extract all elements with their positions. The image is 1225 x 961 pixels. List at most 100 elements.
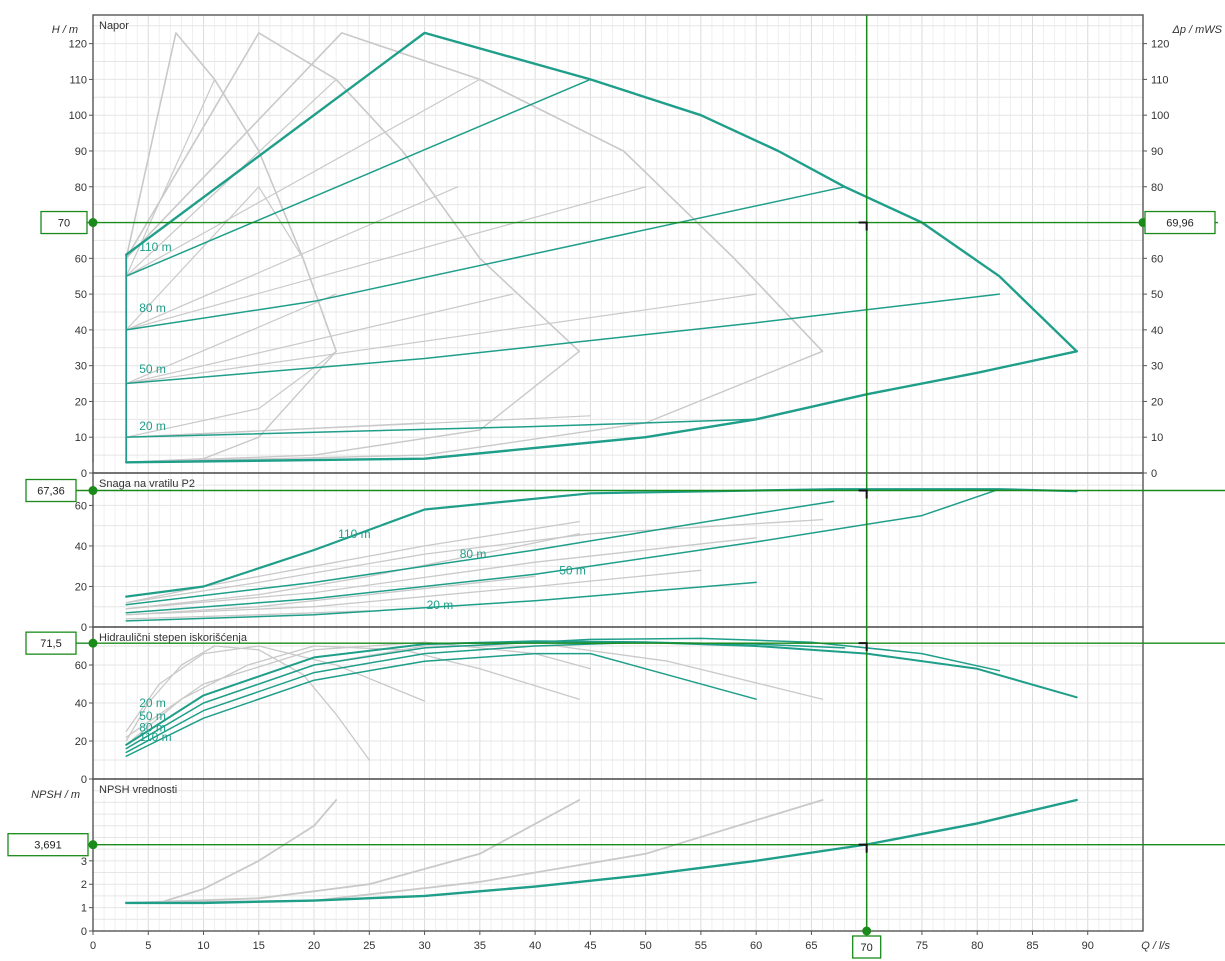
npsh-highlighted-curve [125, 798, 1078, 905]
curve-label: 80 m [139, 721, 166, 735]
y-tick-label-right: 10 [1151, 432, 1163, 444]
operating-marker-left [88, 218, 98, 228]
y-tick-label-right: 30 [1151, 361, 1163, 373]
curve-label: 20 m [139, 696, 166, 710]
panel-title: NPSH vrednosti [99, 784, 177, 796]
operating-corner-mark [858, 843, 868, 853]
operating-value-power-box [25, 478, 77, 503]
frame [92, 14, 1144, 932]
head-highlighted-constant [125, 186, 846, 331]
y-tick-label: 0 [81, 468, 87, 480]
efficiency-gray-curve [125, 645, 580, 746]
x-tick-label: 20 [308, 940, 320, 952]
x-axis-label: Q / l/s [1141, 940, 1170, 952]
curve-label: 80 m [139, 301, 166, 315]
power-gray-curve [125, 520, 580, 604]
y-tick-label: 40 [75, 325, 87, 337]
head-gray-constant [125, 350, 337, 438]
curve-label: 110 m [139, 730, 171, 744]
operating-value-right-box [1144, 210, 1216, 235]
panel-title: Hidraulični stepen iskorišćenja [99, 632, 248, 644]
head-highlighted-constant [125, 418, 757, 438]
y-tick-label: 3 [81, 856, 87, 868]
y-tick-label-right: 40 [1151, 325, 1163, 337]
y-tick-label: 40 [75, 698, 87, 710]
y-tick-label: 60 [75, 500, 87, 512]
operating-corner-mark [858, 642, 868, 652]
operating-marker-left [88, 638, 98, 648]
operating-marker-bottom [862, 926, 872, 936]
operating-corner-mark [858, 221, 868, 231]
npsh-axis-label: NPSH / m [31, 789, 80, 801]
operating-value-right: 69,96 [1166, 218, 1194, 230]
y-tick-label: 0 [81, 926, 87, 938]
y-tick-label-right: 20 [1151, 396, 1163, 408]
y-tick-label-right: 120 [1151, 39, 1169, 51]
operating-point: 70 69,96 67,36 71,5 3,691 70 [7, 15, 1225, 959]
y-tick-label: 50 [75, 289, 87, 301]
curve-label: 50 m [139, 362, 166, 376]
y-tick-label: 110 [69, 74, 87, 86]
operating-value-head: 70 [58, 218, 70, 230]
efficiency-highlighted-curve [125, 652, 757, 757]
head-gray-constant [125, 415, 591, 438]
head-gray-constant [125, 293, 514, 385]
curve-label: 20 m [139, 419, 166, 433]
npsh-gray-curve [125, 799, 338, 904]
head-highlighted-envelope [125, 31, 1078, 353]
operating-value-power: 67,36 [37, 486, 65, 498]
head-gray-envelope [125, 32, 581, 353]
power-gray-curve [125, 537, 757, 610]
efficiency-gray-curve [125, 645, 824, 750]
panel-frame [92, 14, 1144, 474]
head-gray-constant [125, 293, 337, 385]
y-tick-label-right: 50 [1151, 289, 1163, 301]
efficiency-highlighted-curve [125, 637, 1001, 750]
y-tick-label-right: 90 [1151, 146, 1163, 158]
y-tick-label: 20 [75, 581, 87, 593]
curve-label: 110 m [338, 527, 370, 541]
head-gray-envelope [125, 32, 337, 353]
operating-marker-left [88, 486, 98, 496]
panel-frame [92, 778, 1144, 932]
y-tick-label: 20 [75, 396, 87, 408]
power-highlighted-curve [125, 488, 1001, 614]
y-tick-label-right: 100 [1151, 110, 1169, 122]
power-gray-curve [125, 533, 580, 610]
x-tick-label: 75 [916, 940, 928, 952]
x-tick-label: 40 [529, 940, 541, 952]
head-gray-constant [125, 293, 757, 385]
power-gray-curve [125, 610, 370, 620]
x-tick-label: 25 [363, 940, 375, 952]
y-tick-label: 30 [75, 361, 87, 373]
panel-title: Napor [99, 20, 129, 32]
x-tick-label: 55 [695, 940, 707, 952]
power-gray-curve [125, 518, 824, 604]
operating-marker-left [88, 840, 98, 850]
x-tick-label: 15 [253, 940, 265, 952]
power-highlighted-curve [125, 488, 1078, 598]
operating-value-head-box [40, 210, 88, 235]
power-gray-curve [125, 569, 702, 616]
efficiency-highlighted-curve [125, 641, 846, 754]
operating-value-q-box [852, 935, 882, 959]
curve-label: 50 m [139, 709, 166, 723]
x-tick-label: 10 [197, 940, 209, 952]
npsh-gray-curve [125, 799, 824, 904]
curve-label: 50 m [559, 563, 586, 577]
y-tick-label-right: 80 [1151, 182, 1163, 194]
head-gray-constant [125, 186, 459, 331]
x-tick-label: 80 [971, 940, 983, 952]
x-tick-label: 60 [750, 940, 762, 952]
x-tick-label: 90 [1082, 940, 1094, 952]
y-tick-label-right: 110 [1151, 74, 1169, 86]
x-tick-label: 30 [418, 940, 430, 952]
y-tick-label: 100 [69, 110, 87, 122]
y-tick-label-right: 0 [1151, 468, 1157, 480]
head-gray-constant [125, 186, 304, 331]
npsh-gray-curve [125, 799, 581, 904]
head-gray-constant [125, 78, 481, 277]
x-tick-label: 0 [90, 940, 96, 952]
